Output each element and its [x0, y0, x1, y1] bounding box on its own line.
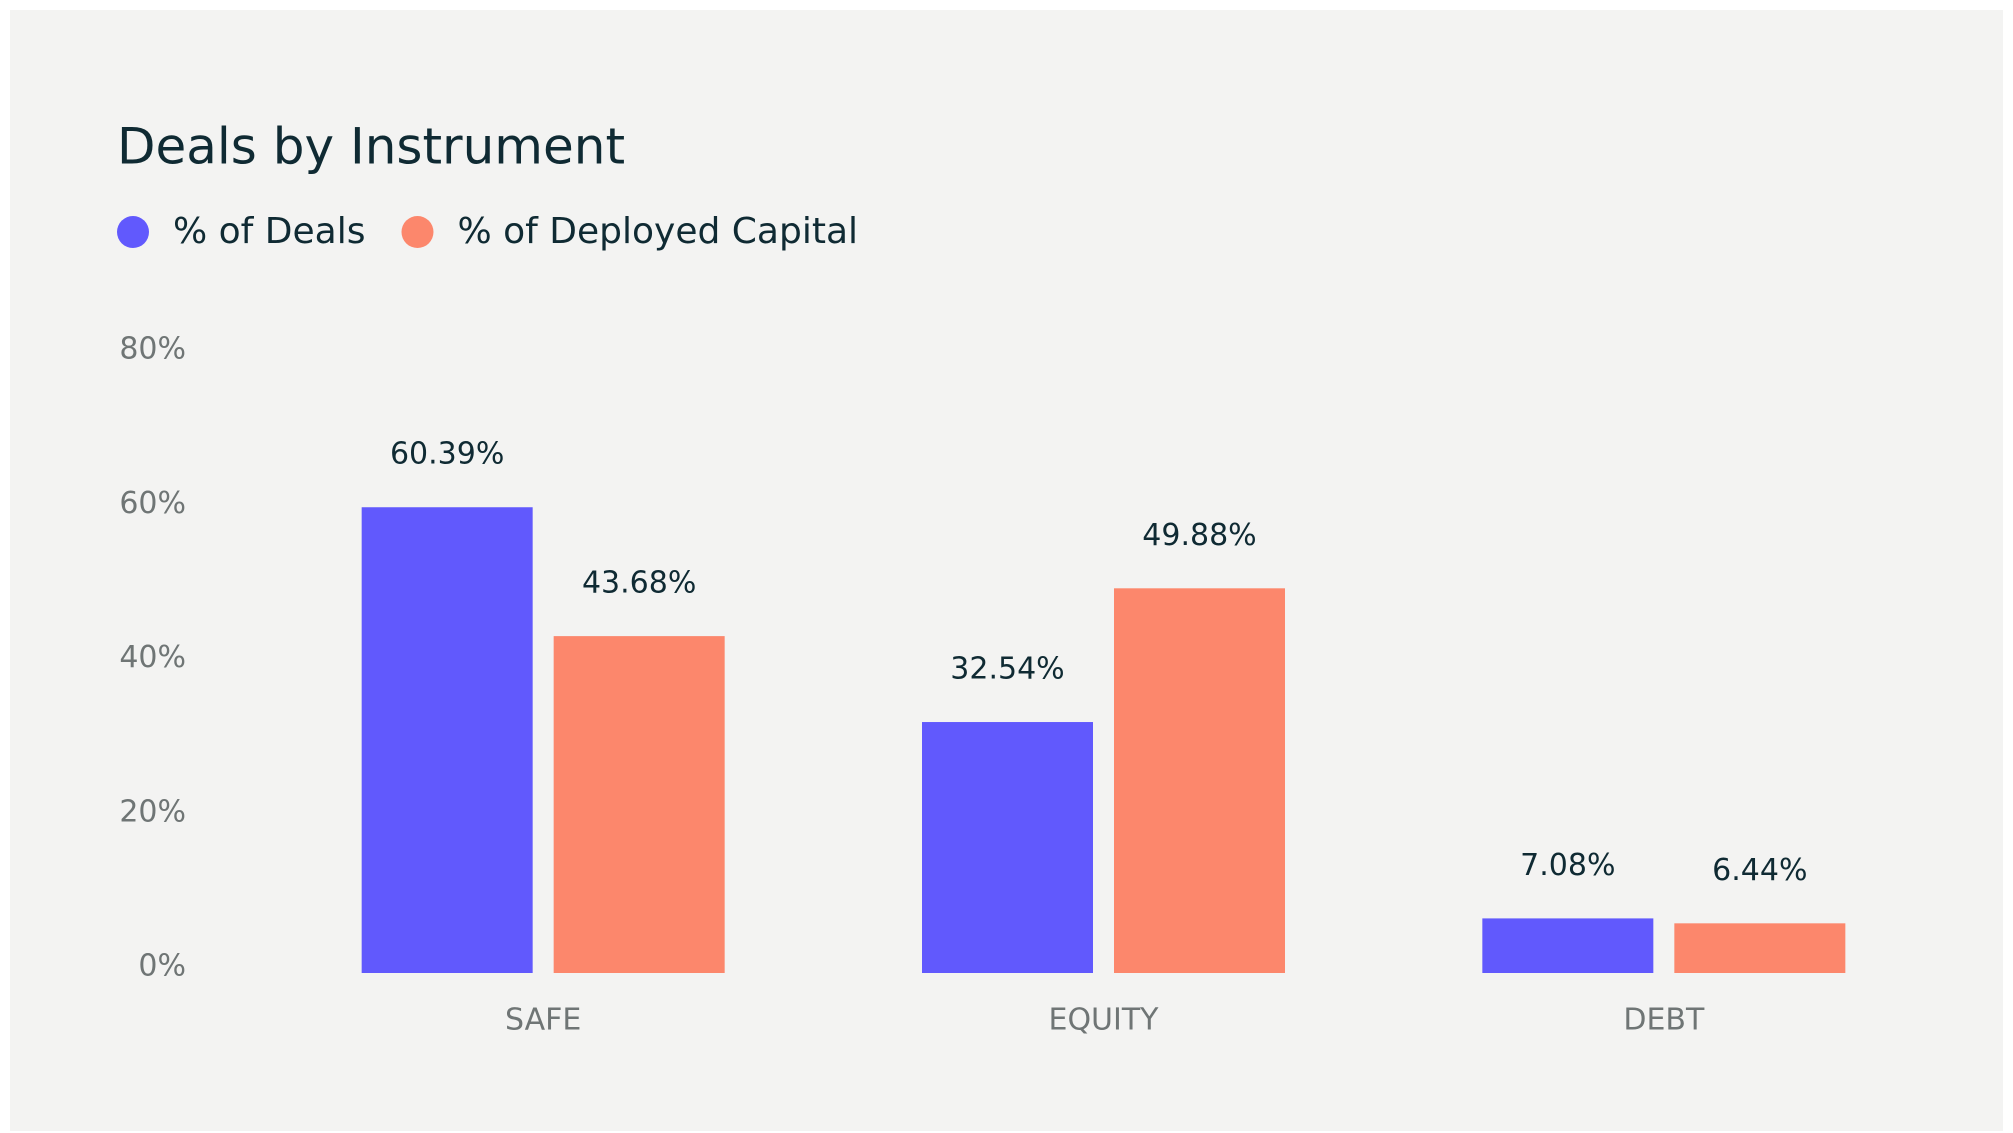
x-tick-label: SAFE [505, 1003, 581, 1038]
value-label: 43.68% [582, 566, 696, 601]
bar [1482, 918, 1654, 973]
value-label: 49.88% [1142, 518, 1256, 553]
bar [922, 722, 1093, 973]
y-tick-label: 0% [138, 949, 186, 984]
x-tick-label: EQUITY [1048, 1003, 1159, 1038]
legend-label: % of Deals [173, 211, 365, 252]
bar [1674, 923, 1846, 973]
y-tick-label: 40% [119, 640, 186, 675]
legend-swatch [401, 216, 434, 248]
legend-swatch [117, 216, 149, 248]
y-tick-label: 80% [119, 332, 186, 367]
value-label: 7.08% [1520, 848, 1615, 883]
bar [361, 507, 533, 973]
y-tick-label: 60% [119, 486, 186, 521]
chart-title: Deals by Instrument [117, 118, 625, 176]
legend-label: % of Deployed Capital [457, 211, 858, 252]
value-label: 32.54% [950, 652, 1064, 687]
value-label: 60.39% [390, 437, 504, 472]
y-tick-label: 20% [119, 794, 186, 829]
value-label: 6.44% [1712, 853, 1807, 888]
x-tick-label: DEBT [1623, 1003, 1705, 1038]
bar [1114, 588, 1285, 973]
bar [553, 636, 725, 973]
